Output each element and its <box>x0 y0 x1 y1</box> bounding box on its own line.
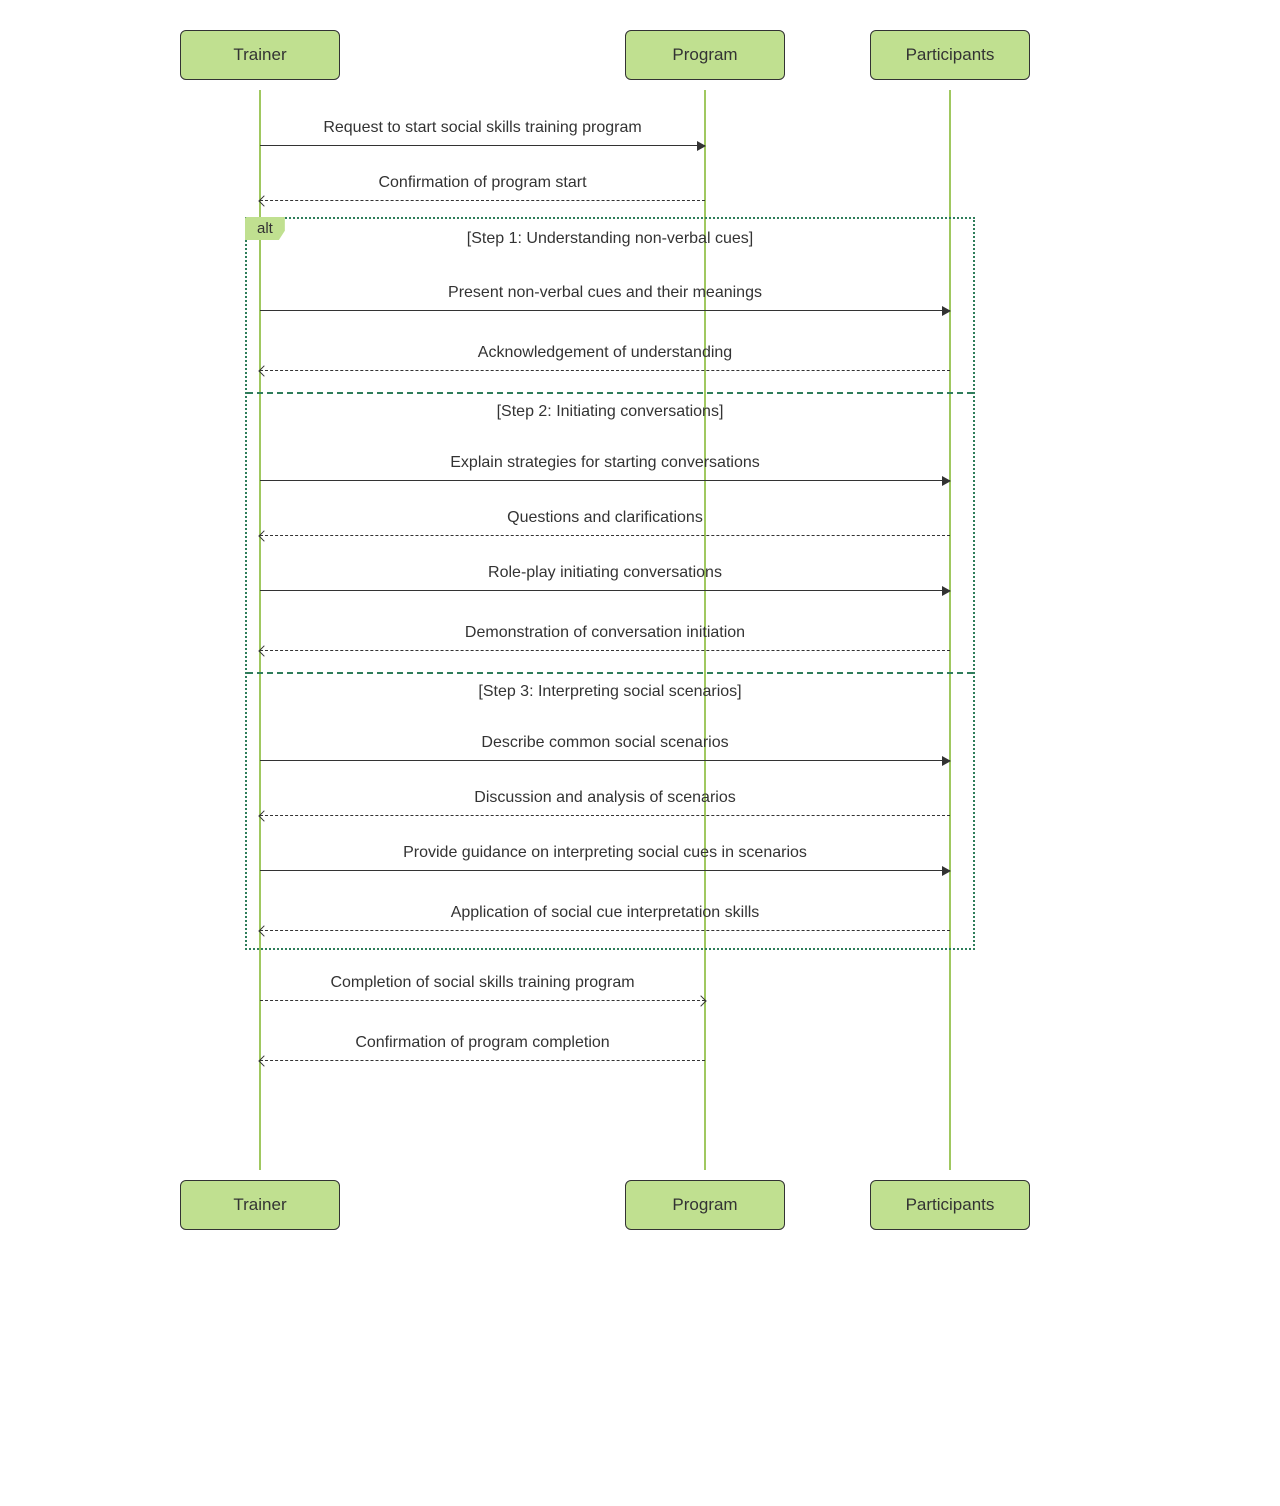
alt-tab-label: alt <box>257 220 273 237</box>
message-label: Completion of social skills training pro… <box>330 974 634 992</box>
message-label: Role-play initiating conversations <box>488 564 722 582</box>
message-arrow <box>260 200 705 201</box>
message-label: Discussion and analysis of scenarios <box>474 789 735 807</box>
alt-section-2-label: [Step 2: Initiating conversations] <box>497 403 724 421</box>
alt-section-1-label: [Step 1: Understanding non-verbal cues] <box>467 230 753 248</box>
message-arrow <box>260 480 950 481</box>
message-label: Demonstration of conversation initiation <box>465 624 745 642</box>
message-label: Application of social cue interpretation… <box>451 904 760 922</box>
actor-program-bottom: Program <box>625 1180 785 1230</box>
sequence-diagram: Trainer Program Participants Trainer Pro… <box>160 30 1120 1230</box>
arrow-head-icon <box>942 866 951 876</box>
actor-label: Participants <box>906 1195 995 1214</box>
actor-label: Participants <box>906 45 995 64</box>
message-label: Describe common social scenarios <box>481 734 728 752</box>
message-arrow <box>260 310 950 311</box>
actor-label: Program <box>672 1195 737 1214</box>
arrow-head-icon <box>942 756 951 766</box>
message-label: Confirmation of program start <box>378 174 586 192</box>
actor-label: Program <box>672 45 737 64</box>
arrow-head-icon <box>942 586 951 596</box>
alt-frame: alt [Step 1: Understanding non-verbal cu… <box>245 217 975 950</box>
alt-section-3-label: [Step 3: Interpreting social scenarios] <box>478 683 741 701</box>
alt-divider-1 <box>247 392 973 394</box>
message-label: Present non-verbal cues and their meanin… <box>448 284 762 302</box>
message-arrow <box>260 590 950 591</box>
message-arrow <box>260 815 950 816</box>
message-label: Confirmation of program completion <box>355 1034 609 1052</box>
actor-trainer-bottom: Trainer <box>180 1180 340 1230</box>
arrow-head-icon <box>942 306 951 316</box>
message-label: Explain strategies for starting conversa… <box>450 454 759 472</box>
actor-program-top: Program <box>625 30 785 80</box>
actor-label: Trainer <box>233 45 286 64</box>
arrow-head-icon <box>697 141 706 151</box>
message-arrow <box>260 760 950 761</box>
message-arrow <box>260 650 950 651</box>
alt-tab: alt <box>245 217 285 240</box>
message-arrow <box>260 535 950 536</box>
actor-participants-top: Participants <box>870 30 1030 80</box>
actor-participants-bottom: Participants <box>870 1180 1030 1230</box>
message-label: Questions and clarifications <box>507 509 703 527</box>
alt-divider-2 <box>247 672 973 674</box>
message-label: Request to start social skills training … <box>323 119 641 137</box>
message-label: Provide guidance on interpreting social … <box>403 844 807 862</box>
message-label: Acknowledgement of understanding <box>478 344 732 362</box>
message-arrow <box>260 370 950 371</box>
message-arrow <box>260 1000 705 1001</box>
actor-trainer-top: Trainer <box>180 30 340 80</box>
actor-label: Trainer <box>233 1195 286 1214</box>
message-arrow <box>260 145 705 146</box>
message-arrow <box>260 1060 705 1061</box>
arrow-head-icon <box>942 476 951 486</box>
message-arrow <box>260 930 950 931</box>
message-arrow <box>260 870 950 871</box>
